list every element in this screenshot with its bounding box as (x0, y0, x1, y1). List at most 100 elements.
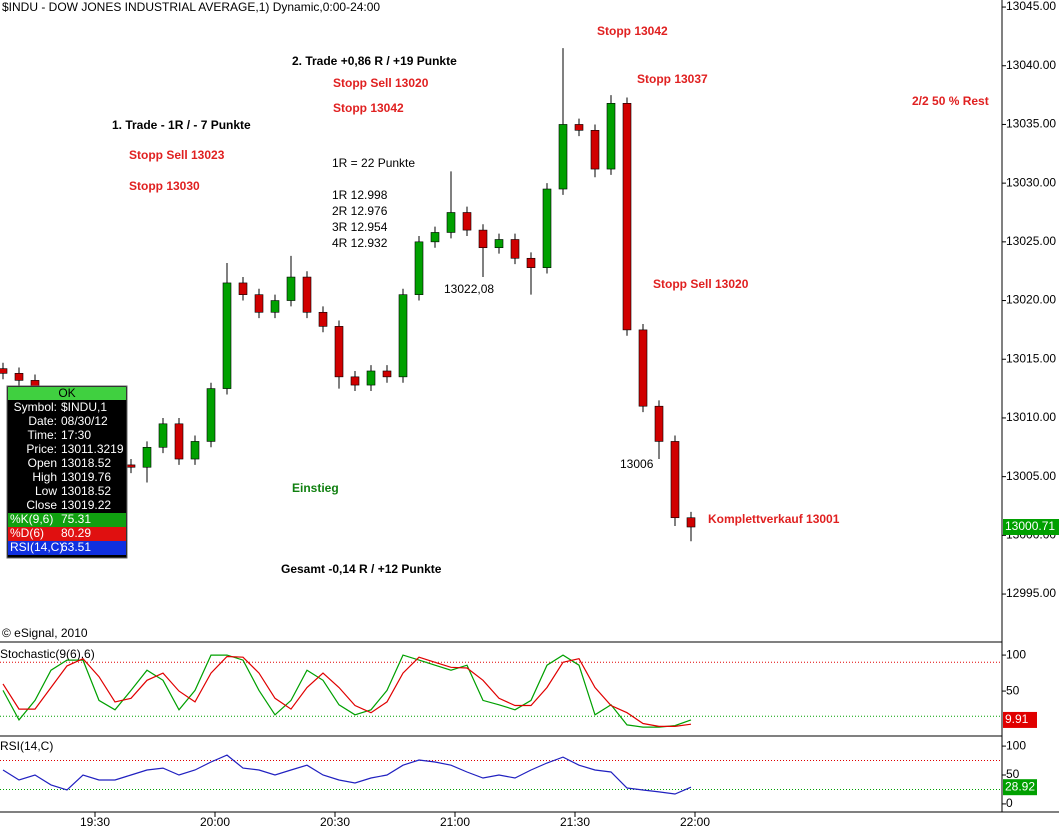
info-value: 13018.52 (61, 484, 111, 498)
annotation: Stopp 13042 (597, 24, 668, 38)
indicator-line (2, 754, 692, 795)
candle-body (430, 232, 440, 243)
y-tick-label: 13040.00 (1006, 58, 1056, 72)
info-value: $INDU,1 (61, 400, 107, 414)
candle-body (574, 124, 584, 131)
info-label: Symbol: (14, 400, 57, 414)
annotation: Stopp 13042 (333, 101, 404, 115)
last-price-label: 13000.71 (1005, 519, 1055, 533)
info-label: Low (35, 484, 57, 498)
annotation: Einstieg (292, 481, 339, 495)
info-value: 08/30/12 (61, 414, 108, 428)
info-box-status: OK (58, 386, 75, 400)
y-tick-label: 13035.00 (1006, 117, 1056, 131)
y-tick-label: 50 (1006, 767, 1020, 781)
indicator-line (2, 654, 692, 728)
annotation: Gesamt -0,14 R / +12 Punkte (281, 562, 442, 576)
info-value: 13011.3219 (61, 442, 124, 456)
candle-body (526, 257, 536, 268)
info-label: Price: (26, 442, 57, 456)
candle-body (206, 388, 216, 442)
candle-body (334, 326, 344, 378)
last-value-label: 9.91 (1005, 712, 1029, 726)
candle-body (270, 300, 280, 313)
candle-body (14, 373, 24, 381)
candle-body (542, 188, 552, 268)
x-tick-label: 21:00 (440, 815, 470, 829)
y-tick-label: 13025.00 (1006, 234, 1056, 248)
candle-body (510, 239, 520, 259)
info-value: 75.31 (61, 512, 91, 526)
chart-title: $INDU - DOW JONES INDUSTRIAL AVERAGE,1) … (2, 0, 380, 14)
candle-body (670, 441, 680, 519)
annotation: Komplettverkauf 13001 (708, 512, 840, 526)
y-tick-label: 13045.00 (1006, 0, 1056, 13)
x-tick-label: 19:30 (80, 815, 110, 829)
annotation: 2. Trade +0,86 R / +19 Punkte (292, 54, 457, 68)
annotation: 3R 12.954 (332, 220, 388, 234)
candle-body (254, 294, 264, 313)
candle-body (558, 124, 568, 190)
candle-body (366, 370, 376, 386)
y-tick-label: 100 (1006, 738, 1026, 752)
x-tick-label: 21:30 (560, 815, 590, 829)
annotation: 1R 12.998 (332, 188, 388, 202)
candle-body (238, 282, 248, 295)
x-tick-label: 22:00 (680, 815, 710, 829)
y-tick-label: 0 (1006, 796, 1013, 810)
info-label: High (32, 470, 57, 484)
candle-body (158, 423, 168, 448)
info-label: %D(6) (10, 526, 44, 540)
y-tick-label: 13030.00 (1006, 175, 1056, 189)
candle-body (686, 517, 696, 528)
indicator-row (8, 541, 126, 555)
candle-body (494, 239, 504, 249)
candle-body (622, 103, 632, 331)
credit: © eSignal, 2010 (2, 626, 88, 640)
candle-body (142, 446, 152, 468)
y-tick-label: 12995.00 (1006, 586, 1056, 600)
candle-body (350, 376, 360, 386)
info-label: Date: (28, 414, 57, 428)
info-value: 17:30 (61, 428, 91, 442)
info-value: 13018.52 (61, 456, 111, 470)
x-tick-label: 20:30 (320, 815, 350, 829)
info-label: %K(9,6) (10, 512, 53, 526)
indicator-row (8, 527, 126, 541)
annotation: 2/2 50 % Rest (912, 94, 989, 108)
annotation: Stopp 13037 (637, 72, 708, 86)
annotation: Stopp Sell 13020 (333, 76, 429, 90)
info-label: Open (28, 456, 57, 470)
indicator-row (8, 513, 126, 527)
info-value: 63.51 (61, 540, 91, 554)
candle-body (302, 276, 312, 313)
info-value: 80.29 (61, 526, 91, 540)
annotation: 13022,08 (444, 282, 494, 296)
candle-body (446, 212, 456, 233)
annotation: 4R 12.932 (332, 236, 388, 250)
candle-body (318, 311, 328, 327)
info-label: Time: (27, 428, 57, 442)
indicator-line (2, 655, 692, 727)
y-tick-label: 100 (1006, 647, 1026, 661)
last-value-box (1003, 779, 1037, 796)
candle-body (462, 212, 472, 231)
candle-body (382, 370, 392, 378)
candle-body (286, 276, 296, 301)
x-tick-label: 20:00 (200, 815, 230, 829)
annotation: Stopp Sell 13020 (653, 277, 749, 291)
candle-body (654, 405, 664, 442)
info-label: RSI(14,C) (10, 540, 63, 554)
candle-body (398, 294, 408, 378)
y-tick-label: 13005.00 (1006, 469, 1056, 483)
panel-title: Stochastic(9(6),6) (0, 647, 95, 661)
y-tick-label: 13010.00 (1006, 410, 1056, 424)
y-tick-label: 13015.00 (1006, 351, 1056, 365)
info-value: 13019.76 (61, 470, 111, 484)
info-value: 13019.22 (61, 498, 111, 512)
panel-title: RSI(14,C) (0, 739, 53, 753)
annotation: 2R 12.976 (332, 204, 388, 218)
